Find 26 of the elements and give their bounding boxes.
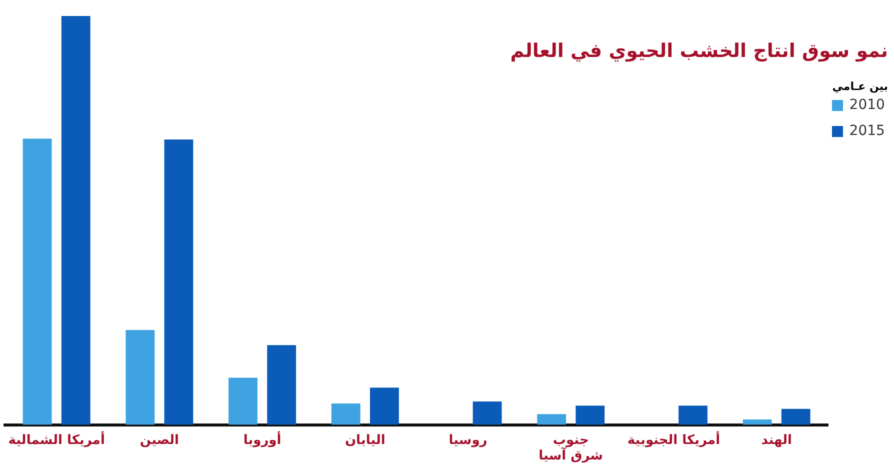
legend-label: 2010 (849, 97, 885, 113)
x-tick-label: الهند (761, 432, 792, 448)
legend-label: 2015 (849, 123, 885, 139)
bar (331, 404, 360, 425)
bar (164, 139, 194, 425)
x-tick-label: اليابان (344, 432, 386, 448)
bar (742, 419, 772, 425)
bar (472, 402, 502, 425)
legend-title: بين عـامي (832, 80, 888, 93)
bar (267, 345, 296, 425)
bar (228, 378, 258, 425)
x-tick-label: الصين (140, 432, 180, 448)
bar (781, 408, 810, 425)
bar (678, 406, 708, 425)
bar (22, 138, 52, 425)
bar (537, 414, 566, 425)
bar (576, 406, 605, 425)
bar (370, 388, 399, 425)
bar (126, 330, 155, 425)
bar (61, 16, 90, 425)
text: نمو سوق انتاج الخشب الحيوي في العالم (510, 40, 888, 62)
x-tick-label: جنوب شرق آسيا (538, 432, 604, 464)
x-tick-label: أمريكا الشمالية (8, 430, 105, 448)
x-tick-label: أمريكا الجنوبية (627, 430, 720, 448)
x-tick-label: روسيا (448, 432, 488, 448)
x-tick-label: أوروبا (243, 430, 282, 448)
